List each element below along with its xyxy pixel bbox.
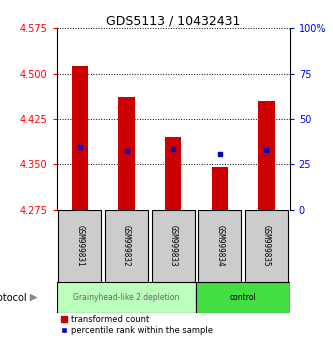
Title: GDS5113 / 10432431: GDS5113 / 10432431 [106,14,240,27]
Bar [258,101,274,210]
Bar [152,210,194,282]
Bar [57,282,196,313]
Text: GSM999831: GSM999831 [75,225,85,267]
Bar [119,97,135,210]
Text: GSM999832: GSM999832 [122,225,131,267]
Bar [59,210,101,282]
Bar [72,67,88,210]
Text: GSM999835: GSM999835 [262,225,271,267]
Text: protocol: protocol [0,292,26,303]
Bar [105,210,148,282]
Bar [198,210,241,282]
Bar [212,167,228,210]
Text: GSM999833: GSM999833 [168,225,178,267]
Bar [196,282,290,313]
Bar [245,210,288,282]
Text: GSM999834: GSM999834 [215,225,224,267]
Legend: transformed count, percentile rank within the sample: transformed count, percentile rank withi… [61,315,213,335]
Bar [165,137,181,210]
Text: control: control [230,293,256,302]
Text: Grainyhead-like 2 depletion: Grainyhead-like 2 depletion [73,293,180,302]
